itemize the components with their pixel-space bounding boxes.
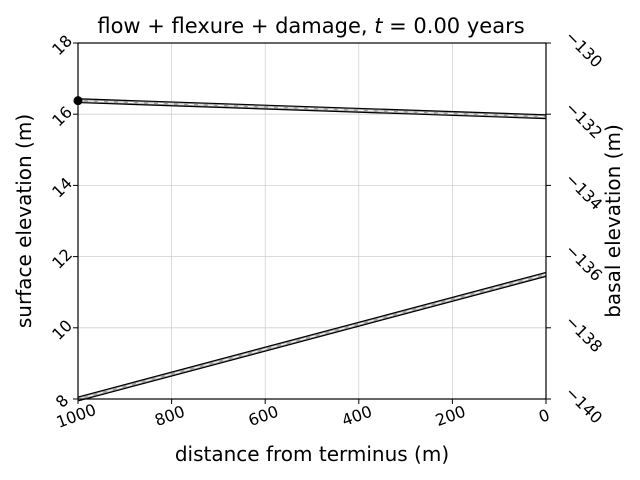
x-tick-label: 200 (433, 402, 468, 430)
y-left-tick-label: 14 (48, 174, 76, 202)
y-left-tick-label: 16 (48, 102, 76, 130)
y-right-tick-label: −136 (562, 240, 607, 285)
series-line-0 (77, 98, 547, 120)
series-layer (73, 96, 547, 402)
y-right-tick-label: −132 (562, 98, 607, 143)
series-line-dash (77, 273, 547, 400)
series-line-dash (77, 100, 547, 118)
y-axis-label-left: surface elevation (m) (12, 114, 36, 328)
ticks-layer: 1000 800 600 400 200 081012141618−140−138−136… (48, 27, 606, 432)
y-left-tick-label: 18 (48, 31, 76, 59)
x-tick-label: 800 (152, 402, 187, 430)
x-axis-label: distance from terminus (m) (175, 442, 449, 466)
chart-title-prefix: flow + flexure + damage, (97, 14, 374, 38)
chart-title-suffix: = 0.00 years (382, 14, 524, 38)
y-left-tick-label: 10 (48, 316, 76, 344)
y-right-tick-label: −130 (562, 27, 607, 72)
x-tick-label: 0 (536, 405, 552, 426)
y-right-tick-label: −138 (562, 312, 607, 357)
y-axis-label-right: basal elevation (m) (601, 124, 625, 318)
plot-frame (77, 42, 547, 400)
grid-layer (77, 42, 547, 400)
y-right-tick-label: −140 (562, 383, 607, 428)
x-tick-label: 600 (246, 402, 281, 430)
chart-title: flow + flexure + damage, t = 0.00 years (97, 14, 524, 38)
y-right-tick-label: −134 (562, 169, 607, 214)
x-tick-label: 400 (339, 402, 374, 430)
chart-title-variable: t (374, 14, 383, 38)
y-left-tick-label: 12 (48, 245, 76, 273)
series-line-1 (77, 271, 547, 402)
